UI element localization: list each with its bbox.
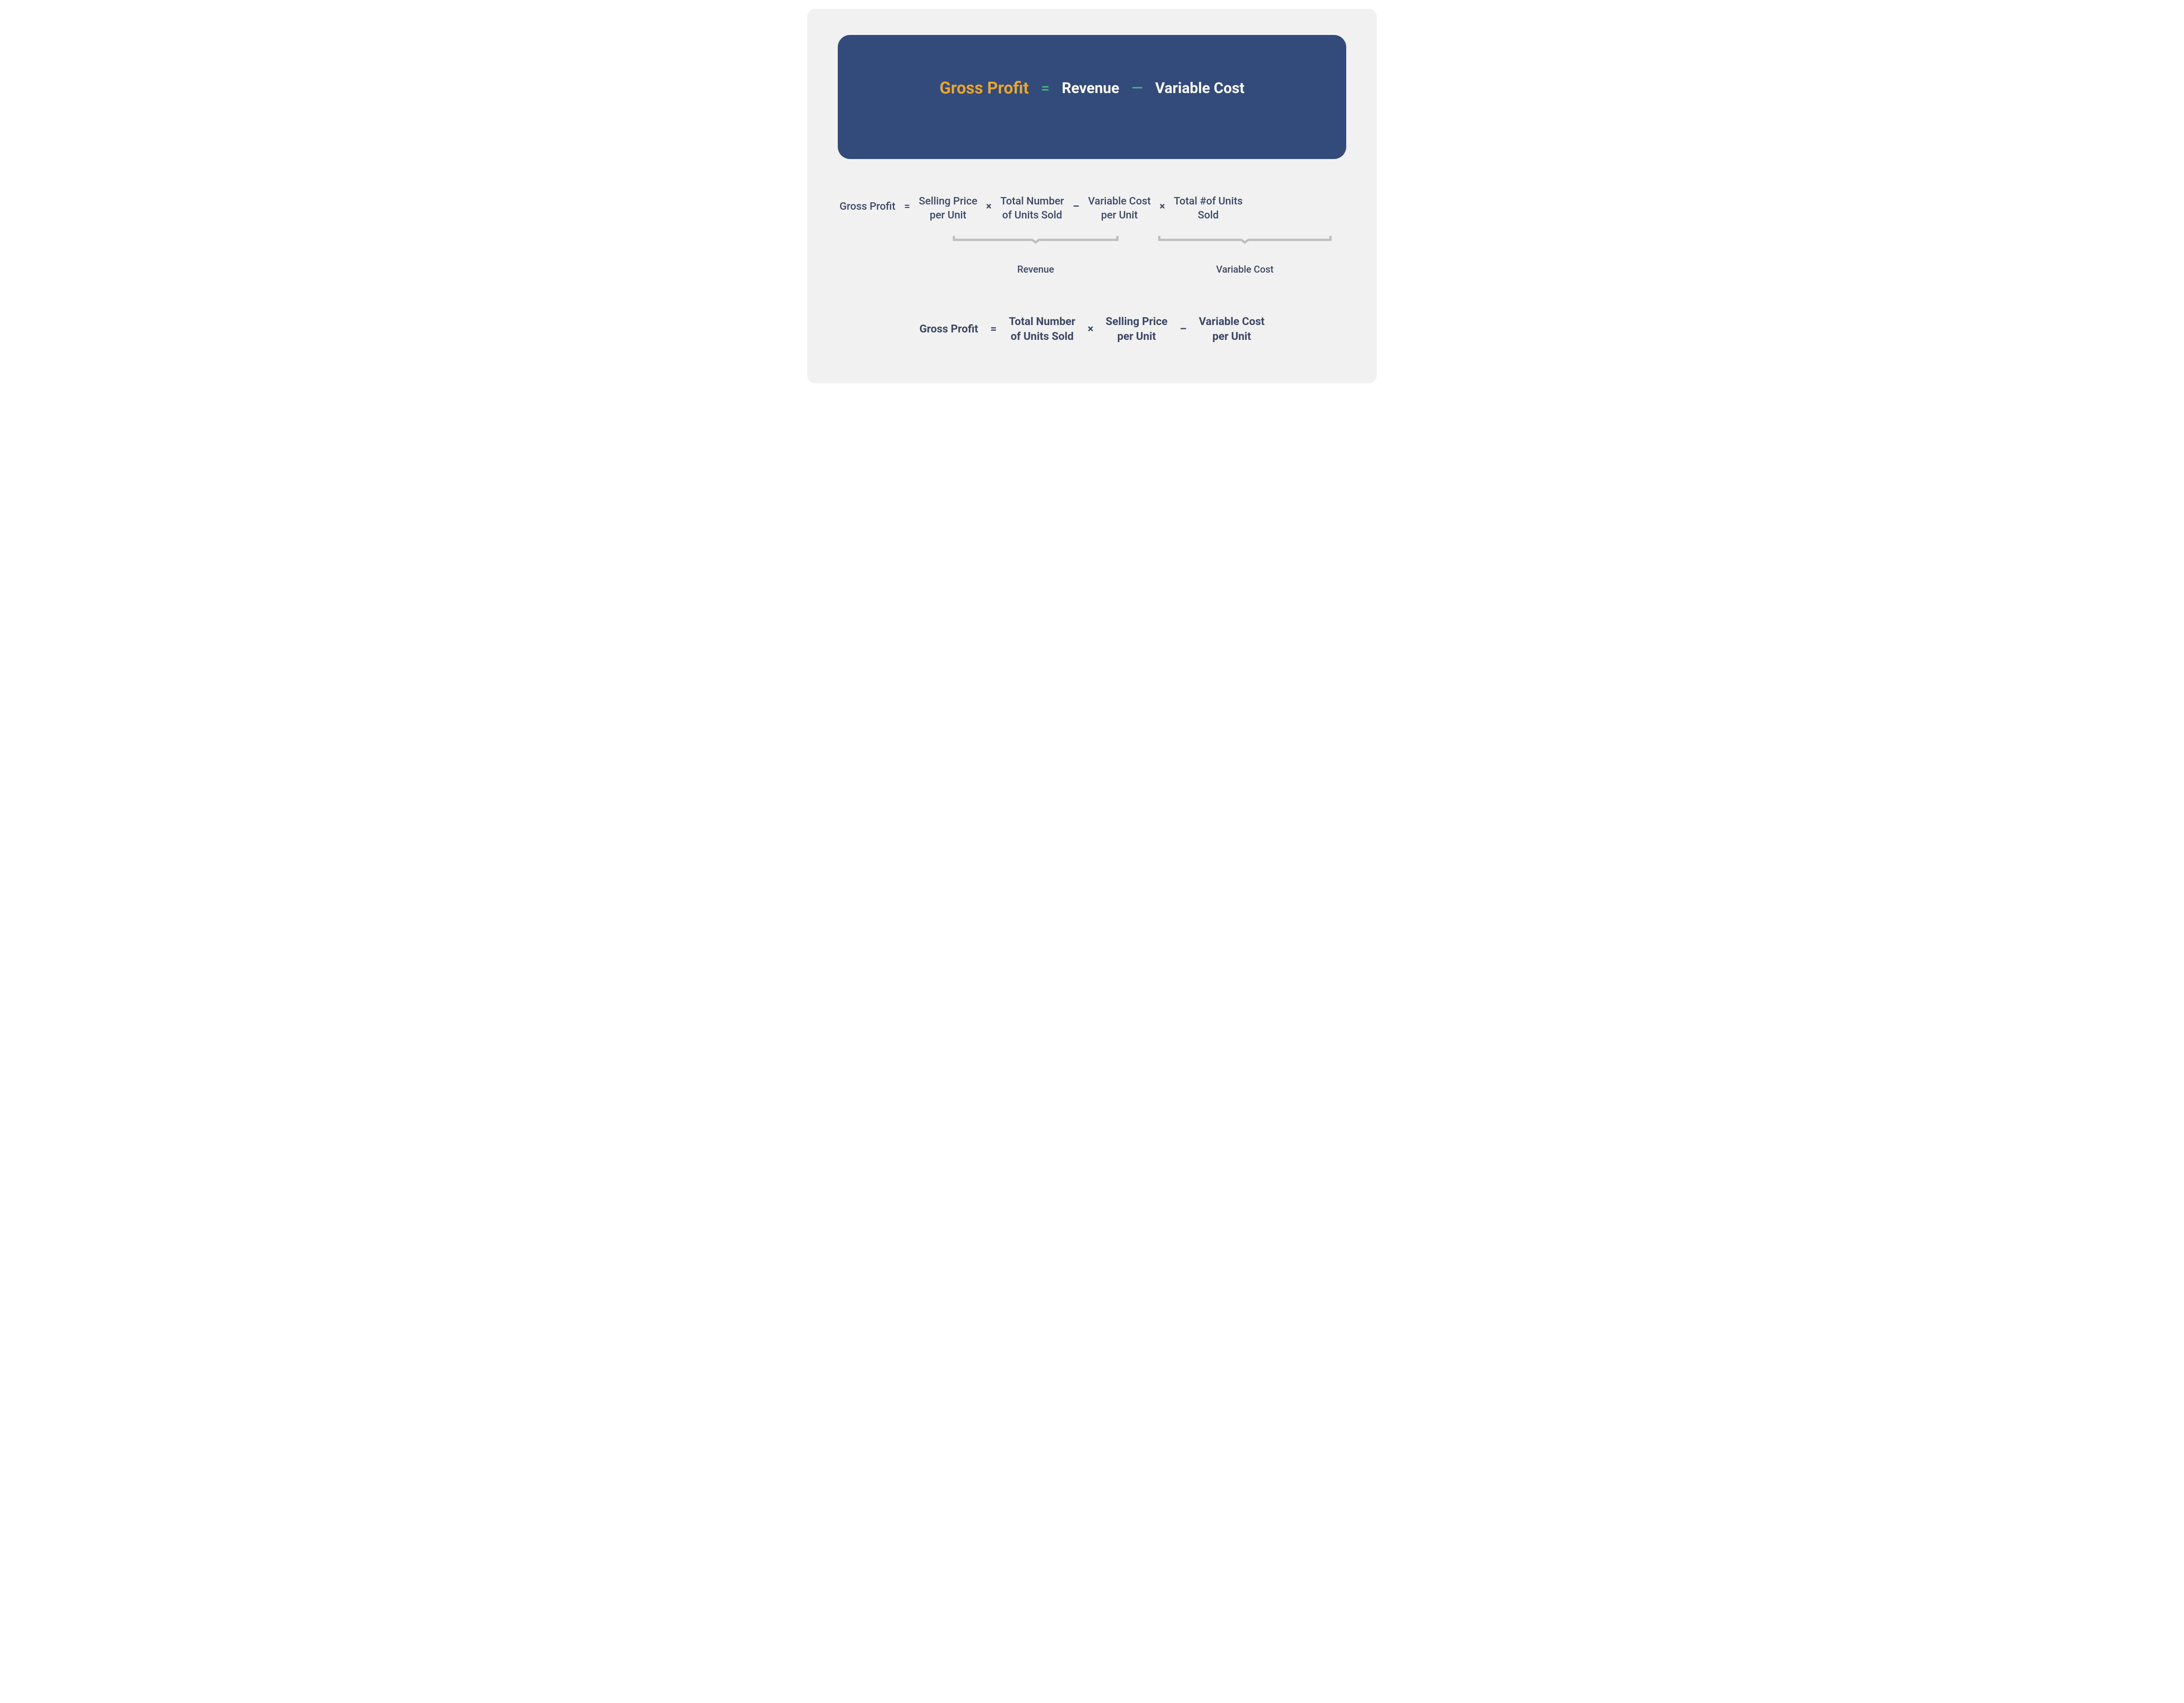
expanded-formula-row: Gross Profit = Selling Price per Unit × … [838, 194, 1346, 222]
bracket-revenue [952, 235, 1119, 262]
row2-variable-cost-per-unit: Variable Cost per Unit [1088, 194, 1151, 222]
row2-c-line2: per Unit [1088, 208, 1151, 222]
bracket-variable-cost-svg [1158, 235, 1332, 246]
row2-selling-price-per-unit: Selling Price per Unit [919, 194, 977, 222]
row2-a-line2: per Unit [919, 208, 977, 222]
row2-a-line1: Selling Price [919, 194, 977, 208]
bracket-revenue-wrap: Revenue [952, 235, 1119, 275]
row3-a-line1: Total Number [1009, 315, 1075, 329]
row2-b-line1: Total Number [1000, 194, 1064, 208]
row2-mult1: × [986, 194, 992, 212]
row3-variable-cost-per-unit: Variable Cost per Unit [1199, 315, 1265, 344]
factored-formula-row: Gross Profit = Total Number of Units Sol… [838, 315, 1346, 349]
bracket-row: Revenue Variable Cost [838, 235, 1346, 275]
hero-formula-box: Gross Profit = Revenue — Variable Cost [838, 35, 1346, 159]
row3-b-line1: Selling Price [1106, 315, 1168, 329]
row3-c-line2: per Unit [1199, 329, 1265, 344]
row2-total-units-sold: Total Number of Units Sold [1000, 194, 1064, 222]
row2-d-line2: Sold [1174, 208, 1243, 222]
row3-b-line2: per Unit [1106, 329, 1168, 344]
hero-minus: — [1131, 80, 1143, 97]
row3-selling-price-per-unit: Selling Price per Unit [1106, 315, 1168, 344]
row3-c-line1: Variable Cost [1199, 315, 1265, 329]
row2-b-line2: of Units Sold [1000, 208, 1064, 222]
row3-mult: × [1088, 323, 1093, 336]
row2-total-units-sold-2: Total #of Units Sold [1174, 194, 1243, 222]
bracket-variable-cost [1158, 235, 1332, 262]
row3-a-line2: of Units Sold [1009, 329, 1075, 344]
row3-lhs: Gross Profit [919, 323, 978, 336]
row2-equals: = [904, 194, 910, 212]
row2-c-line1: Variable Cost [1088, 194, 1151, 208]
row3-total-units-sold: Total Number of Units Sold [1009, 315, 1075, 344]
hero-term-variable-cost: Variable Cost [1155, 80, 1245, 97]
row3-equals: = [990, 323, 996, 336]
hero-term-revenue: Revenue [1062, 80, 1120, 97]
bracket-gap [1128, 235, 1149, 275]
bracket-variable-cost-wrap: Variable Cost [1158, 235, 1332, 275]
bracket-variable-cost-label: Variable Cost [1158, 264, 1332, 275]
row2-lhs: Gross Profit [840, 194, 895, 212]
hero-lhs: Gross Profit [940, 79, 1029, 98]
row2-minus: – [1073, 194, 1079, 212]
diagram-canvas: Gross Profit = Revenue — Variable Cost G… [807, 9, 1377, 383]
bracket-revenue-svg [952, 235, 1119, 246]
bracket-revenue-label: Revenue [952, 264, 1119, 275]
bracket-spacer [840, 235, 943, 275]
row2-d-line1: Total #of Units [1174, 194, 1243, 208]
hero-equals: = [1041, 80, 1049, 97]
row2-mult2: × [1160, 194, 1165, 212]
row3-minus: – [1180, 323, 1187, 336]
